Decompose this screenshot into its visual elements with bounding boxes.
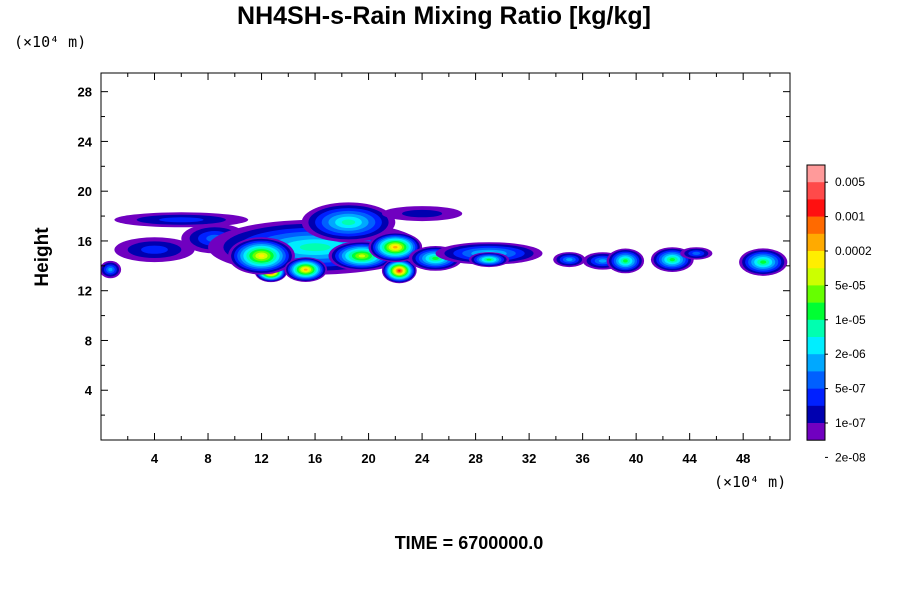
colorbar-swatch [807, 268, 825, 286]
y-tick-label: 4 [85, 383, 93, 398]
y-tick-label: 28 [78, 85, 92, 100]
x-tick-label: 20 [361, 451, 375, 466]
y-tick-label: 16 [78, 234, 92, 249]
x-tick-label: 4 [151, 451, 159, 466]
heat-contour-5-6 [341, 219, 356, 226]
plot-frame [100, 72, 791, 441]
x-tick-label: 44 [682, 451, 697, 466]
x-tick-label: 16 [308, 451, 322, 466]
heat-contour-15-7 [486, 258, 492, 261]
x-tick-label: 32 [522, 451, 536, 466]
y-tick-label: 12 [78, 284, 92, 299]
colorbar-swatch [807, 199, 825, 217]
heat-contour-8-10 [258, 254, 265, 258]
heat-contour-13-7 [432, 256, 439, 260]
colorbar-swatch [807, 233, 825, 252]
heat-contour-19-7 [669, 258, 675, 262]
colorbar-swatch [807, 165, 825, 183]
time-label: TIME = 6700000.0 [395, 533, 544, 553]
colorbar-label: 0.001 [835, 210, 865, 224]
colorbar-swatch [807, 302, 825, 321]
colorbar-label: 5e-05 [835, 278, 866, 292]
colorbar-swatch [807, 337, 825, 355]
x-tick-label: 28 [468, 451, 482, 466]
colorbar-label: 5e-07 [835, 382, 866, 396]
colorbar-swatch [807, 405, 825, 424]
colorbar-swatch [807, 388, 825, 407]
colorbar: 0.005 0.001 0.0002 5e-05 1e-05 2e-06 5e-07 1e-0… [806, 164, 872, 464]
heatmap-field [101, 202, 788, 284]
colorbar-label: 1e-07 [835, 416, 866, 430]
heat-contour-6-1 [402, 209, 443, 218]
heat-contour-10-9 [358, 254, 366, 258]
colorbar-swatch [807, 354, 825, 372]
x-tick-label: 8 [204, 451, 211, 466]
heat-contour-20-3 [692, 251, 701, 255]
y-axis: 4 8 12 16 20 24 28 [78, 85, 790, 416]
heat-contour-12-11 [393, 246, 398, 249]
colorbar-label: 1e-05 [835, 313, 866, 327]
colorbar-swatch [807, 423, 825, 441]
y-tick-label: 20 [78, 184, 92, 199]
heat-contour-16-4 [566, 258, 573, 262]
x-tick-label: 40 [629, 451, 643, 466]
heat-contour-0-4 [108, 267, 113, 272]
heat-contour-4-6 [299, 243, 331, 252]
colorbar-swatch [807, 216, 825, 235]
heat-contour-9-11 [303, 268, 308, 271]
colorbar-frame [806, 164, 826, 441]
heat-contour-17-4 [598, 259, 607, 263]
x-tick-label: 48 [736, 451, 750, 466]
colorbar-swatch [807, 285, 825, 303]
heat-contour-1-2 [159, 217, 204, 223]
x-tick-label: 12 [254, 451, 268, 466]
chart-title: NH4SH-s-Rain Mixing Ratio [kg/kg] [237, 2, 651, 30]
x-axis: 4 8 12 16 20 24 28 32 36 40 44 48 [127, 73, 771, 466]
x-unit-label: (×10⁴ m) [714, 473, 786, 491]
x-tick-label: 24 [415, 451, 430, 466]
colorbar-label: 2e-06 [835, 347, 866, 361]
colorbar-swatch [807, 371, 825, 389]
heat-contour-18-7 [623, 259, 628, 263]
y-tick-label: 8 [85, 333, 92, 348]
colorbar-swatch [807, 319, 825, 338]
y-tick-label: 24 [78, 134, 93, 149]
x-tick-label: 36 [575, 451, 589, 466]
colorbar-swatch [807, 182, 825, 200]
heat-contour-2-2 [141, 245, 168, 254]
heat-contour-22-7 [760, 260, 767, 264]
colorbar-label: 2e-08 [835, 450, 866, 464]
colorbar-label: 0.005 [835, 175, 865, 189]
heat-contour-11-13 [398, 269, 401, 272]
colorbar-label: 0.0002 [835, 244, 872, 258]
colorbar-swatch [807, 251, 825, 269]
y-unit-label: (×10⁴ m) [14, 33, 86, 51]
y-axis-label: Height [32, 227, 53, 287]
